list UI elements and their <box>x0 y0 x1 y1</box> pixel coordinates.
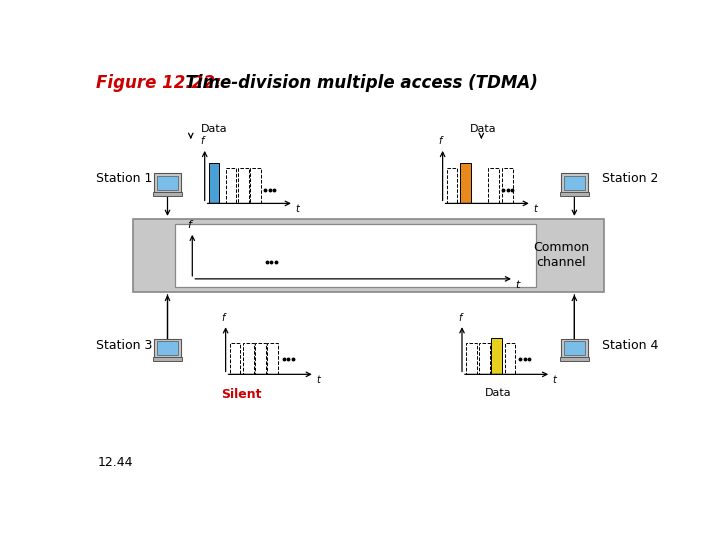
Text: Station 3: Station 3 <box>96 339 153 353</box>
Bar <box>446 168 457 204</box>
Text: f: f <box>438 137 442 146</box>
Bar <box>157 341 179 355</box>
Text: Time-division multiple access (TDMA): Time-division multiple access (TDMA) <box>174 74 538 92</box>
Text: f: f <box>188 220 192 231</box>
Bar <box>212 238 226 279</box>
Bar <box>209 164 220 204</box>
Text: Data: Data <box>485 388 512 398</box>
Bar <box>238 168 249 204</box>
Bar <box>226 238 240 279</box>
Text: f: f <box>458 313 462 323</box>
Bar <box>503 168 513 204</box>
Text: f: f <box>222 313 225 323</box>
Text: t: t <box>553 375 557 385</box>
Bar <box>153 357 182 361</box>
Bar <box>225 168 236 204</box>
Bar <box>564 341 585 355</box>
Bar <box>267 342 279 374</box>
Bar <box>153 192 182 195</box>
Bar <box>559 357 589 361</box>
Text: Station 1: Station 1 <box>96 172 153 185</box>
Bar <box>251 168 261 204</box>
Bar <box>505 342 516 374</box>
Text: Data: Data <box>469 124 496 134</box>
Text: f: f <box>201 137 204 146</box>
Bar <box>240 238 254 279</box>
Bar <box>561 173 588 192</box>
Bar <box>492 338 503 374</box>
Bar <box>255 342 266 374</box>
Text: t: t <box>316 375 320 385</box>
Bar <box>479 342 490 374</box>
Bar <box>199 238 212 279</box>
Bar <box>561 339 588 357</box>
Bar <box>154 339 181 357</box>
Text: Station 2: Station 2 <box>601 172 658 185</box>
Bar <box>132 219 604 292</box>
Bar <box>230 342 240 374</box>
Text: t: t <box>516 280 520 289</box>
Bar <box>243 342 253 374</box>
Text: Figure 12.22:: Figure 12.22: <box>96 74 222 92</box>
Bar <box>154 173 181 192</box>
Text: 12.44: 12.44 <box>98 456 133 469</box>
Text: Station 4: Station 4 <box>601 339 658 353</box>
Bar <box>559 192 589 195</box>
Text: Data: Data <box>201 124 228 134</box>
Bar <box>157 176 179 190</box>
Text: t: t <box>295 204 300 214</box>
Text: t: t <box>534 204 537 214</box>
Bar <box>488 168 499 204</box>
Bar <box>466 342 477 374</box>
Bar <box>564 176 585 190</box>
Bar <box>175 224 536 287</box>
Text: Silent: Silent <box>221 388 261 401</box>
Text: Common
channel: Common channel <box>533 241 589 269</box>
Bar <box>461 164 472 204</box>
